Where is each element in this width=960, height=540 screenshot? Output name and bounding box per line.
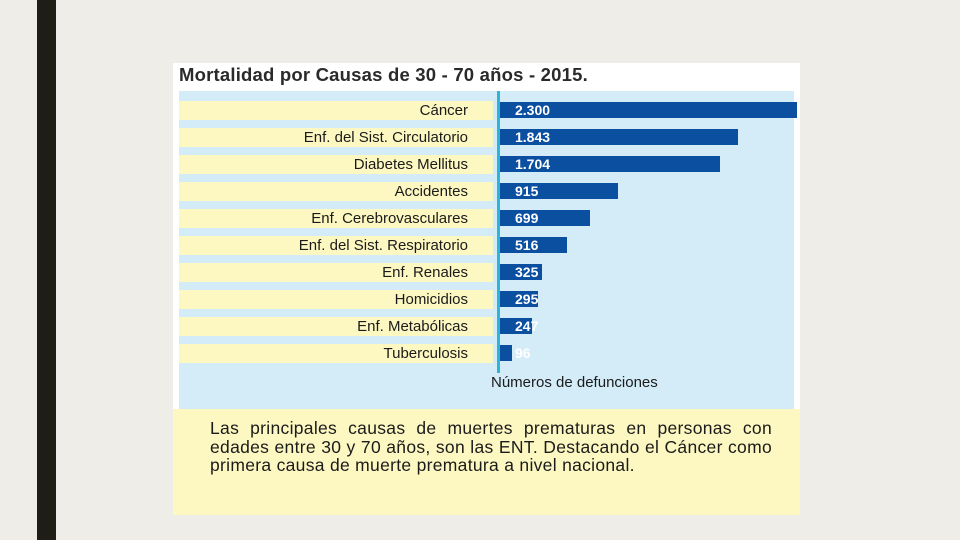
bar xyxy=(500,129,738,145)
bar xyxy=(500,264,542,280)
note-box: Las principales causas de muertes premat… xyxy=(173,409,800,515)
bar-value-label: 295 xyxy=(515,291,539,307)
category-band xyxy=(179,236,493,255)
category-band xyxy=(179,344,493,363)
bar xyxy=(500,183,619,199)
y-axis-line xyxy=(497,91,500,373)
bar xyxy=(500,102,797,118)
bar xyxy=(500,237,567,253)
bar xyxy=(500,345,513,361)
chart-card: Mortalidad por Causas de 30 - 70 años - … xyxy=(173,63,800,515)
category-band xyxy=(179,209,493,228)
bar-value-label: 699 xyxy=(515,210,539,226)
bar-value-label: 1.704 xyxy=(515,156,551,172)
category-label: Accidentes xyxy=(394,183,468,200)
category-band xyxy=(179,290,493,309)
bar-value-label: 516 xyxy=(515,237,539,253)
bar-value-label: 1.843 xyxy=(515,129,551,145)
bar xyxy=(500,210,591,226)
category-band xyxy=(179,317,493,336)
category-band xyxy=(179,263,493,282)
category-label: Tuberculosis xyxy=(383,345,468,362)
category-band xyxy=(179,182,493,201)
bar-value-label: 325 xyxy=(515,264,539,280)
category-label: Enf. Cerebrovasculares xyxy=(311,210,468,227)
slide-accent-bar xyxy=(37,0,56,540)
category-label: Enf. del Sist. Circulatorio xyxy=(303,129,468,146)
bar-value-label: 247 xyxy=(515,318,539,334)
bar xyxy=(500,318,532,334)
category-label: Enf. Renales xyxy=(382,264,468,281)
x-axis-label: Números de defunciones xyxy=(491,374,658,391)
bar-value-label: 96 xyxy=(515,345,531,361)
category-label: Enf. Metabólicas xyxy=(357,318,468,335)
category-label: Homicidios xyxy=(394,291,468,308)
note-text: Las principales causas de muertes premat… xyxy=(210,418,772,475)
category-band xyxy=(179,155,493,174)
category-band xyxy=(179,101,493,120)
category-label: Diabetes Mellitus xyxy=(353,156,468,173)
bar-chart: Números de defunciones Cáncer 2.300 Enf. d… xyxy=(179,91,797,409)
bar xyxy=(500,291,539,307)
category-label: Enf. del Sist. Respiratorio xyxy=(298,237,468,254)
bar xyxy=(500,156,721,172)
bar-value-label: 915 xyxy=(515,183,539,199)
bar-value-label: 2.300 xyxy=(515,102,551,118)
category-band xyxy=(179,128,493,147)
chart-title: Mortalidad por Causas de 30 - 70 años - … xyxy=(179,64,588,85)
category-label: Cáncer xyxy=(419,102,468,119)
